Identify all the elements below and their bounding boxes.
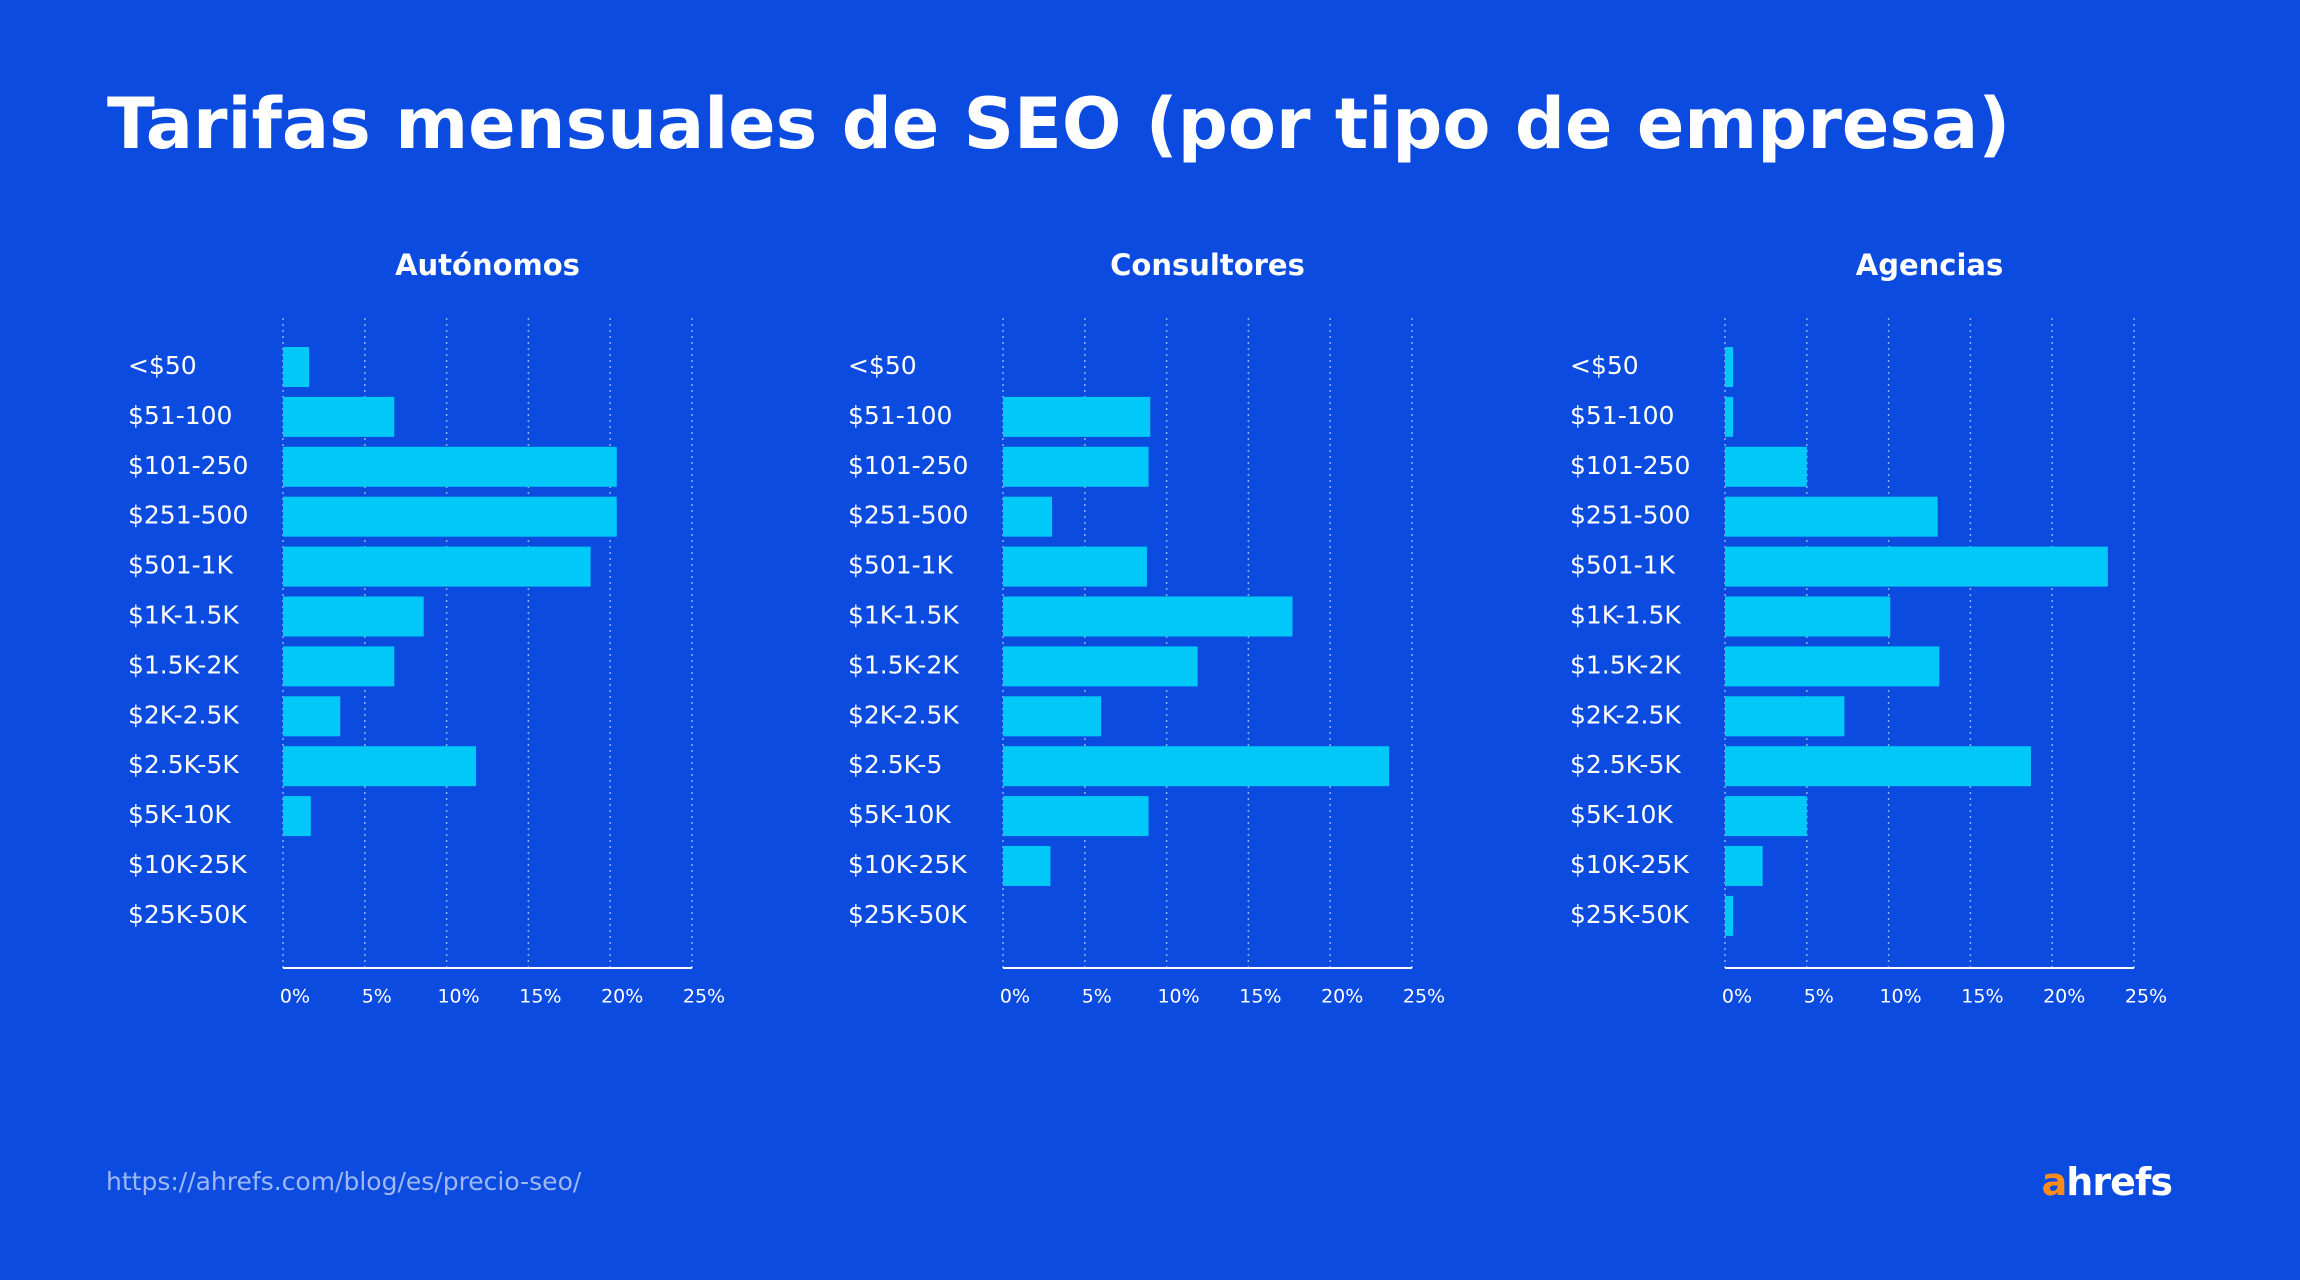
bar <box>1003 646 1198 687</box>
x-tick-label: 0% <box>280 986 310 1008</box>
bar <box>283 596 424 637</box>
bar <box>1725 746 2031 787</box>
bar <box>1725 895 1734 936</box>
bar <box>1725 546 2108 587</box>
y-tick-label: $25K-50K <box>128 900 247 929</box>
y-tick-label: $51-100 <box>128 401 232 430</box>
bar <box>1725 846 1763 886</box>
bar <box>1003 796 1149 837</box>
bar <box>283 746 477 787</box>
x-tick-label: 5% <box>1082 986 1112 1008</box>
y-tick-label: $501-1K <box>128 551 234 580</box>
y-tick-label: $2.5K-5 <box>848 750 942 779</box>
y-tick-label: $1.5K-2K <box>128 650 239 679</box>
x-tick-label: 25% <box>683 986 725 1008</box>
y-tick-label: $101-250 <box>848 451 968 480</box>
bar <box>283 347 310 387</box>
bar <box>1725 646 1940 687</box>
bar <box>283 796 311 837</box>
bar <box>1725 446 1807 487</box>
bar <box>1725 396 1734 437</box>
bar <box>1003 396 1151 437</box>
bar <box>1003 746 1390 787</box>
y-tick-label: $1K-1.5K <box>128 601 239 630</box>
x-tick-label: 10% <box>1157 986 1199 1008</box>
bar <box>283 396 395 437</box>
bar <box>1003 596 1293 637</box>
bar <box>283 496 617 537</box>
x-tick-label: 0% <box>1000 986 1030 1008</box>
bar <box>283 546 591 587</box>
x-tick-label: 20% <box>1321 986 1363 1008</box>
y-tick-label: $1.5K-2K <box>1570 650 1681 679</box>
y-tick-label: $101-250 <box>128 451 248 480</box>
x-tick-label: 20% <box>601 986 643 1008</box>
y-tick-label: $5K-10K <box>1570 800 1673 829</box>
x-tick-label: 5% <box>1804 986 1834 1008</box>
panel-title: Autónomos <box>395 248 580 282</box>
bar <box>1003 546 1147 587</box>
x-tick-label: 20% <box>2043 986 2085 1008</box>
bar <box>1725 696 1845 737</box>
y-tick-label: $25K-50K <box>848 900 967 929</box>
x-tick-label: 15% <box>1961 986 2003 1008</box>
bar <box>1003 696 1102 737</box>
brand-logo: ahrefs <box>2041 1160 2173 1204</box>
bar <box>1725 796 1807 837</box>
y-tick-label: $251-500 <box>128 501 248 530</box>
y-tick-label: $51-100 <box>848 401 952 430</box>
y-tick-label: $1K-1.5K <box>1570 601 1681 630</box>
y-tick-label: $5K-10K <box>848 800 951 829</box>
panel-title: Agencias <box>1856 248 2003 282</box>
y-tick-label: $10K-25K <box>848 850 967 879</box>
y-tick-label: $101-250 <box>1570 451 1690 480</box>
y-tick-label: $51-100 <box>1570 401 1674 430</box>
bar <box>1003 496 1053 537</box>
bar <box>283 646 395 687</box>
bar <box>1725 496 1938 537</box>
y-tick-label: $501-1K <box>1570 551 1676 580</box>
x-tick-label: 25% <box>2125 986 2167 1008</box>
bar <box>1003 846 1051 886</box>
y-tick-label: $2K-2.5K <box>848 700 959 729</box>
x-tick-label: 0% <box>1722 986 1752 1008</box>
y-tick-label: $10K-25K <box>128 850 247 879</box>
x-tick-label: 10% <box>1879 986 1921 1008</box>
y-tick-label: $2.5K-5K <box>1570 750 1681 779</box>
x-tick-label: 15% <box>519 986 561 1008</box>
y-tick-label: $2K-2.5K <box>1570 700 1681 729</box>
source-url: https://ahrefs.com/blog/es/precio-seo/ <box>106 1167 582 1196</box>
y-tick-label: $2.5K-5K <box>128 750 239 779</box>
bar <box>283 696 341 737</box>
y-tick-label: $2K-2.5K <box>128 700 239 729</box>
y-tick-label: <$50 <box>1570 351 1639 380</box>
y-tick-label: $501-1K <box>848 551 954 580</box>
x-tick-label: 15% <box>1239 986 1281 1008</box>
y-tick-label: <$50 <box>848 351 917 380</box>
y-tick-label: $1.5K-2K <box>848 650 959 679</box>
bar <box>1725 347 1734 387</box>
y-tick-label: <$50 <box>128 351 197 380</box>
x-tick-label: 25% <box>1403 986 1445 1008</box>
y-tick-label: $25K-50K <box>1570 900 1689 929</box>
bar <box>1725 596 1891 637</box>
y-tick-label: $1K-1.5K <box>848 601 959 630</box>
y-tick-label: $251-500 <box>1570 501 1690 530</box>
x-tick-label: 5% <box>362 986 392 1008</box>
bar <box>1003 446 1149 487</box>
y-tick-label: $5K-10K <box>128 800 231 829</box>
y-tick-label: $251-500 <box>848 501 968 530</box>
panel-title: Consultores <box>1110 248 1305 282</box>
y-tick-label: $10K-25K <box>1570 850 1689 879</box>
bar <box>283 446 617 487</box>
x-tick-label: 10% <box>437 986 479 1008</box>
page-title: Tarifas mensuales de SEO (por tipo de em… <box>107 83 2010 165</box>
